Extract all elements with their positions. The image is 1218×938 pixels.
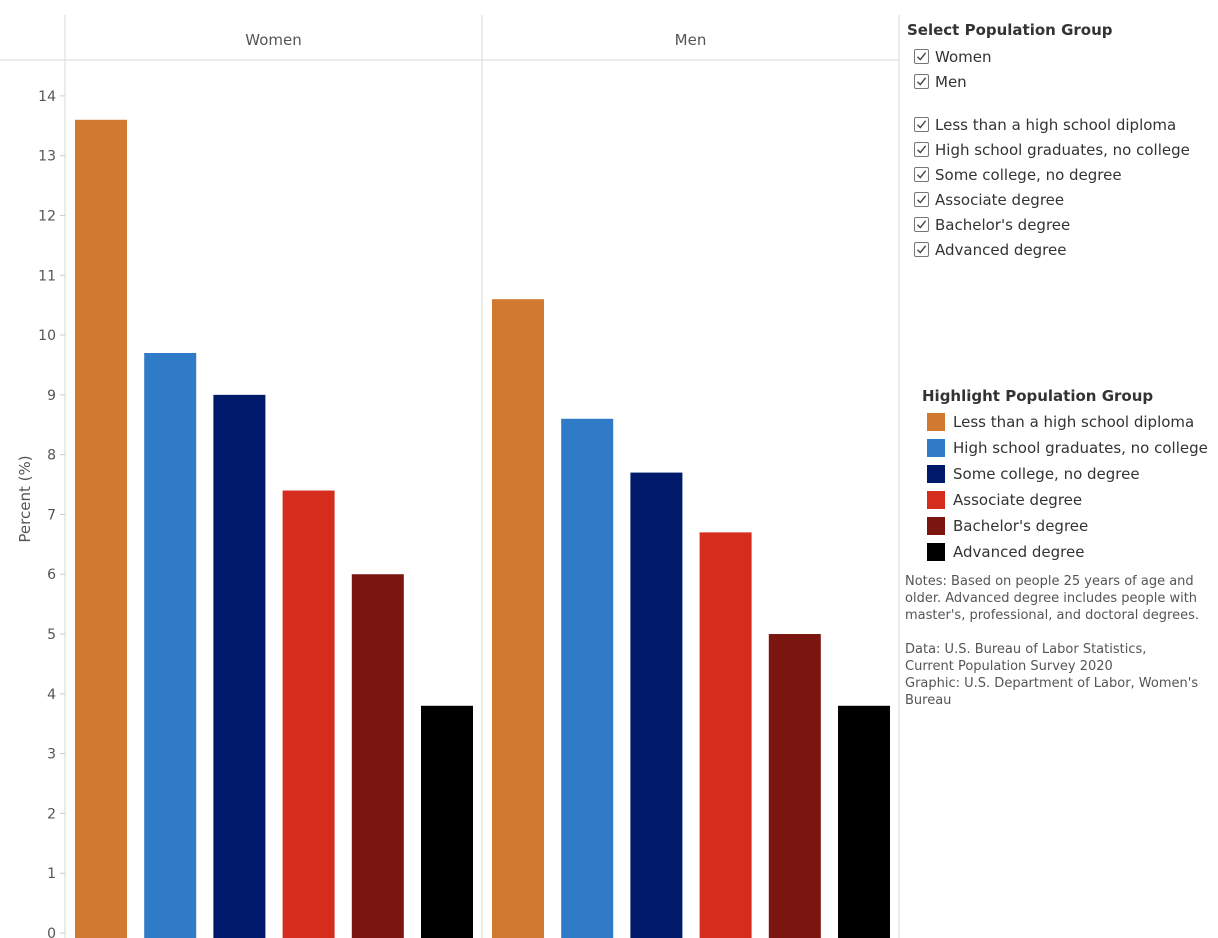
bar-women-4: [351, 574, 404, 938]
legend-item-2[interactable]: Some college, no degree: [921, 461, 1218, 487]
y-tick-label: 12: [38, 208, 56, 224]
education-checkbox-label: Bachelor's degree: [935, 215, 1071, 234]
legend-list: Less than a high school diploma High scho…: [921, 409, 1218, 565]
legend-swatch: [927, 491, 945, 509]
select-population-title: Select Population Group: [907, 21, 1113, 39]
legend-item-5[interactable]: Advanced degree: [921, 539, 1218, 565]
bar-men-0: [492, 299, 544, 938]
y-tick-label: 5: [47, 627, 56, 643]
legend-label: Bachelor's degree: [953, 517, 1089, 535]
checkbox-check-icon[interactable]: [914, 192, 929, 207]
y-tick-label: 7: [47, 507, 56, 523]
y-tick-label: 9: [47, 388, 56, 404]
legend-label: Some college, no degree: [953, 465, 1140, 483]
legend-item-1[interactable]: High school graduates, no college: [921, 435, 1218, 461]
y-tick-label: 6: [47, 567, 56, 583]
y-tick-label: 3: [47, 747, 56, 763]
legend-label: Advanced degree: [953, 543, 1085, 561]
bar-men-4: [768, 634, 821, 938]
legend-label: Associate degree: [953, 491, 1083, 509]
legend-swatch: [927, 517, 945, 535]
select-population-control: Select Population Group Women Men Less th…: [905, 20, 1218, 262]
bar-men-1: [561, 418, 614, 938]
y-tick-label: 14: [38, 89, 56, 105]
panel-header-men: Men: [675, 31, 707, 49]
bar-women-2: [213, 394, 266, 938]
bar-women-3: [282, 490, 335, 938]
notes-block: Notes: Based on people 25 years of age a…: [905, 573, 1218, 709]
education-checkbox-4[interactable]: Bachelor's degree: [905, 212, 1218, 237]
legend-swatch: [927, 413, 945, 431]
y-tick-label: 0: [47, 926, 56, 938]
checkbox-check-icon[interactable]: [914, 117, 929, 132]
legend-item-3[interactable]: Associate degree: [921, 487, 1218, 513]
bar-women-0: [75, 119, 127, 938]
legend-item-4[interactable]: Bachelor's degree: [921, 513, 1218, 539]
education-checkbox-3[interactable]: Associate degree: [905, 187, 1218, 212]
education-checkbox-label: Less than a high school diploma: [935, 115, 1177, 134]
legend-item-0[interactable]: Less than a high school diploma: [921, 409, 1218, 435]
group-checkbox-label: Men: [935, 72, 967, 91]
group-checkbox-0[interactable]: Women: [905, 44, 1218, 69]
education-checkbox-0[interactable]: Less than a high school diploma: [905, 112, 1218, 137]
y-tick-label: 13: [38, 149, 56, 165]
bar-men-5: [838, 705, 890, 938]
y-tick-label: 10: [38, 328, 56, 344]
education-checkbox-label: High school graduates, no college: [935, 140, 1190, 159]
bar-women-5: [421, 705, 473, 938]
highlight-legend-title: Highlight Population Group: [922, 387, 1154, 405]
y-tick-label: 8: [47, 448, 56, 464]
education-checkbox-2[interactable]: Some college, no degree: [905, 162, 1218, 187]
checkbox-check-icon[interactable]: [914, 217, 929, 232]
bar-men-2: [630, 472, 683, 938]
checkbox-check-icon[interactable]: [914, 49, 929, 64]
education-filter-list: Less than a high school diploma High scho…: [905, 112, 1218, 262]
group-checkbox-label: Women: [935, 47, 992, 66]
y-tick-label: 2: [47, 806, 56, 822]
data-source-line1: Data: U.S. Bureau of Labor Statistics,: [905, 642, 1147, 657]
legend-swatch: [927, 439, 945, 457]
checkbox-check-icon[interactable]: [914, 142, 929, 157]
panel-header-women: Women: [245, 31, 301, 49]
y-axis-title: Percent (%): [16, 455, 34, 542]
checkbox-check-icon[interactable]: [914, 74, 929, 89]
highlight-legend: Highlight Population Group Less than a h…: [921, 386, 1218, 565]
legend-swatch: [927, 543, 945, 561]
y-tick-label: 1: [47, 866, 56, 882]
legend-swatch: [927, 465, 945, 483]
education-checkbox-label: Some college, no degree: [935, 165, 1122, 184]
checkbox-check-icon[interactable]: [914, 167, 929, 182]
legend-label: High school graduates, no college: [953, 439, 1208, 457]
notes-text: Notes: Based on people 25 years of age a…: [905, 574, 1199, 623]
education-checkbox-1[interactable]: High school graduates, no college: [905, 137, 1218, 162]
population-group-list: Women Men: [905, 44, 1218, 94]
group-checkbox-1[interactable]: Men: [905, 69, 1218, 94]
bar-women-1: [144, 352, 197, 938]
legend-label: Less than a high school diploma: [953, 413, 1195, 431]
checkbox-check-icon[interactable]: [914, 242, 929, 257]
y-tick-label: 11: [38, 268, 56, 284]
education-checkbox-label: Associate degree: [935, 190, 1065, 209]
graphic-credit: Graphic: U.S. Department of Labor, Women…: [905, 676, 1199, 708]
education-checkbox-5[interactable]: Advanced degree: [905, 237, 1218, 262]
y-tick-label: 4: [47, 687, 56, 703]
education-checkbox-label: Advanced degree: [935, 240, 1067, 259]
data-source-line2: Current Population Survey 2020: [905, 659, 1113, 674]
bar-men-3: [699, 532, 752, 938]
